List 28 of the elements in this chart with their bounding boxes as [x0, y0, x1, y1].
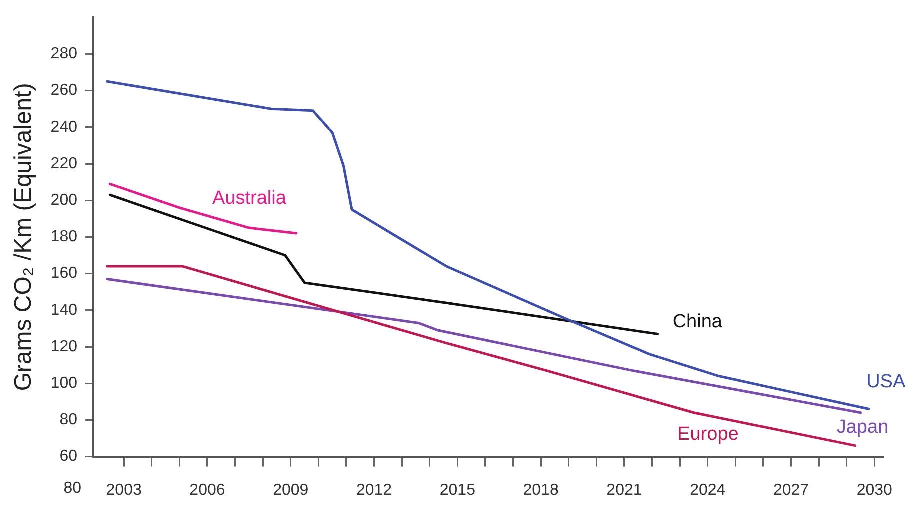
x-tick-label: 2024	[690, 482, 726, 499]
x-tick-label: 2021	[606, 482, 642, 499]
y-tick-label: 280	[50, 46, 78, 63]
y-tick-label: 260	[50, 82, 78, 100]
x-tick-label: 2003	[106, 482, 142, 499]
series-label: China	[672, 311, 723, 332]
y-axis-title: Grams CO₂ /Km (Equivalent)	[10, 83, 38, 392]
x-tick-label: 2030	[856, 482, 893, 499]
x-tick-label: 2009	[273, 482, 309, 499]
y-tick-label: 220	[50, 155, 78, 172]
series-label: USA	[866, 371, 906, 392]
y-tick-label: 80	[60, 412, 78, 429]
y-tick-label: 180	[50, 228, 78, 246]
y-tick-label: 200	[50, 192, 78, 210]
y-tick-label: 240	[50, 118, 78, 136]
x-tick-label: 2012	[356, 482, 392, 499]
y-tick-label: 120	[50, 338, 78, 356]
x-tick-label: 2015	[440, 482, 476, 499]
series-label: Japan	[836, 417, 889, 438]
y-tick-label: 160	[50, 265, 78, 282]
x-tick-label: 2006	[190, 482, 226, 499]
x-tick-label: 2018	[523, 482, 559, 499]
x-tick-label: 2027	[773, 482, 810, 499]
series-label: Europe	[678, 424, 739, 446]
series-label: Australia	[212, 188, 287, 209]
y-tick-label: 60	[60, 448, 78, 466]
y-tick-label: 140	[50, 302, 78, 319]
y-tick-label: 100	[50, 375, 78, 392]
